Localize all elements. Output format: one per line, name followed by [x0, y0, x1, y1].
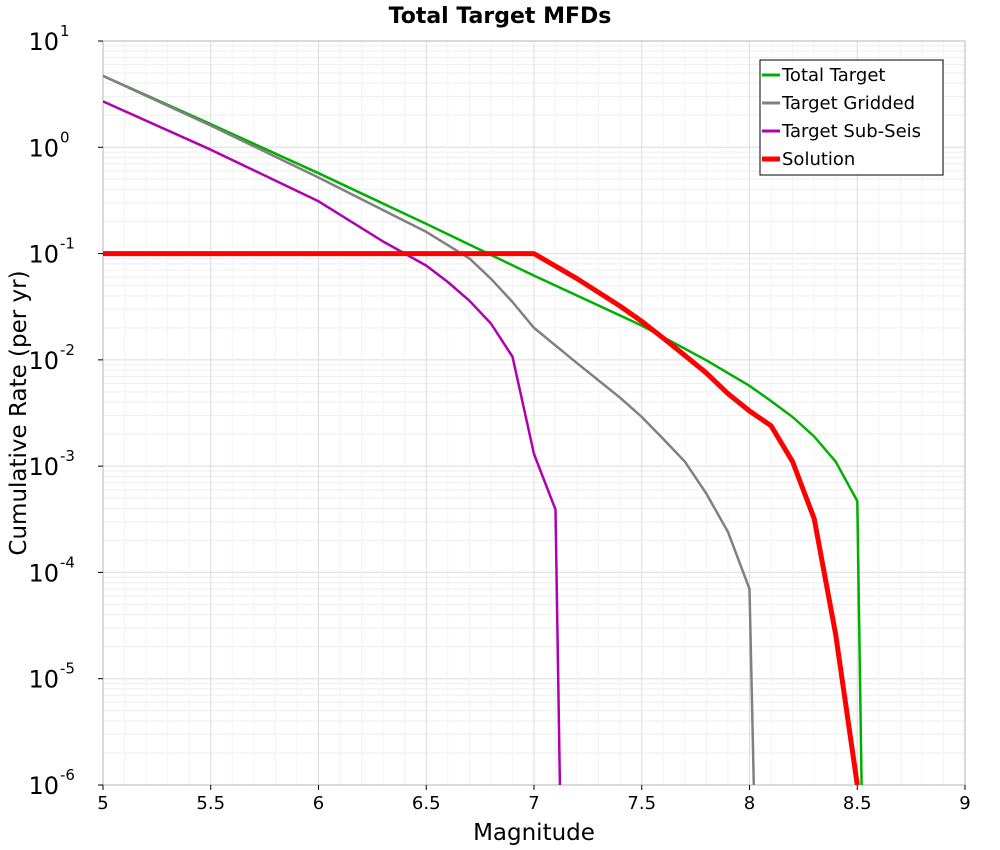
legend-box [759, 59, 944, 176]
y-tick-base: 10 [28, 134, 59, 162]
y-tick-label: 10 1 [28, 22, 69, 56]
x-tick-label: 8.5 [843, 793, 872, 814]
chart-title: Total Target MFDs [389, 4, 612, 29]
y-tick-exponent: -4 [60, 553, 75, 571]
y-tick-label: 10 -4 [28, 553, 75, 587]
x-tick-label: 5 [97, 793, 108, 814]
x-tick-label: 6 [313, 793, 324, 814]
legend-label-total-target: Total Target [781, 65, 885, 86]
y-tick-base: 10 [28, 241, 59, 269]
y-tick-exponent: -5 [60, 660, 75, 678]
series-line-total-target [103, 74, 863, 785]
legend-label-target-gridded: Target Gridded [781, 93, 915, 114]
x-tick-label: 9 [959, 793, 970, 814]
y-tick-exponent: 1 [60, 22, 70, 40]
legend-label-target-sub-seis: Target Sub-Seis [781, 121, 921, 142]
y-tick-label: 10 0 [28, 128, 69, 162]
x-tick-label: 7.5 [627, 793, 656, 814]
y-tick-base: 10 [28, 347, 59, 375]
y-tick-label: 10 -3 [28, 447, 75, 481]
y-tick-base: 10 [28, 453, 59, 481]
y-tick-exponent: -3 [60, 447, 75, 465]
y-tick-exponent: -6 [60, 766, 75, 784]
y-tick-label: 10 -1 [28, 235, 75, 269]
x-tick-label: 6.5 [412, 793, 441, 814]
y-tick-label: 10 -6 [28, 766, 75, 800]
series-line-target-gridded [103, 74, 756, 785]
y-tick-exponent: 0 [60, 128, 70, 146]
x-tick-label: 5.5 [196, 793, 225, 814]
y-tick-base: 10 [28, 28, 59, 56]
series-line-target-sub-seis [103, 100, 562, 785]
series-layer [103, 74, 863, 785]
legend-label-solution: Solution [782, 149, 855, 170]
x-tick-label: 7 [528, 793, 539, 814]
y-tick-label: 10 -2 [28, 341, 75, 375]
y-tick-base: 10 [28, 772, 59, 800]
legend: Total Target Target Gridded Target Sub-Sei… [759, 59, 944, 176]
y-tick-label: 10 -5 [28, 660, 75, 694]
y-tick-base: 10 [28, 666, 59, 694]
y-tick-exponent: -1 [60, 235, 75, 253]
x-tick-label: 8 [744, 793, 755, 814]
y-tick-base: 10 [28, 559, 59, 587]
series-line-solution [103, 251, 860, 785]
y-axis-label: Cumulative Rate (per yr) [6, 270, 32, 555]
x-axis-label: Magnitude [473, 820, 595, 846]
x-axis-ticks: 5 5.5 6 6.5 7 7.5 8 8.5 9 [97, 785, 971, 814]
y-tick-exponent: -2 [60, 341, 75, 359]
